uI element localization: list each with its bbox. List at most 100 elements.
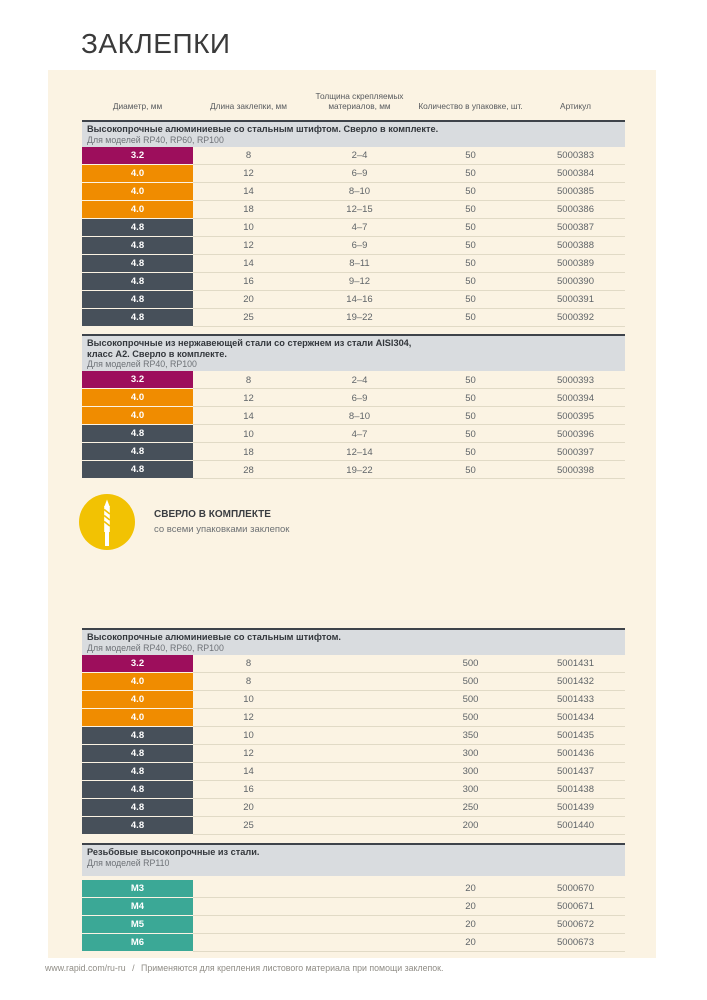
thickness-cell — [304, 673, 415, 691]
table-row: 3.2 8 500 5001431 — [82, 654, 625, 673]
article-cell: 5000393 — [557, 374, 594, 386]
length-cell: 8 — [245, 374, 252, 386]
thickness-cell — [304, 781, 415, 799]
thickness-cell: 8–11 — [349, 258, 370, 269]
length-cell — [193, 934, 304, 952]
thickness-cell: 2–4 — [351, 150, 368, 161]
table-title-band: Высокопрочные алюминиевые со стальным шт… — [82, 630, 625, 655]
length-cell: 12 — [243, 712, 254, 723]
article-cell: 5000672 — [557, 919, 594, 930]
table-title: Высокопрочные из нержавеющей стали со ст… — [87, 338, 412, 359]
column-header-quantity: Количество в упаковке, шт. — [418, 101, 523, 112]
qty-cell: 50 — [465, 294, 476, 305]
thickness-cell — [304, 880, 415, 898]
table-row: 4.8 12 300 5001436 — [82, 744, 625, 763]
table-row: M6 20 5000673 — [82, 933, 625, 952]
qty-cell: 250 — [462, 802, 479, 813]
table-row: 4.8 10 4–7 50 5000387 — [82, 218, 625, 237]
content-panel: Диаметр, мм Длина заклепки, мм Толщина с… — [48, 70, 656, 958]
length-cell: 14 — [243, 410, 254, 422]
qty-cell: 50 — [465, 410, 476, 422]
diameter-cell: 4.0 — [82, 672, 193, 690]
table-row: 4.0 10 500 5001433 — [82, 690, 625, 709]
table-row: 3.2 8 2–4 50 5000393 — [82, 371, 625, 389]
table-row: 4.8 16 9–12 50 5000390 — [82, 272, 625, 291]
length-cell: 20 — [243, 294, 254, 305]
column-header-length: Длина заклепки, мм — [210, 101, 287, 112]
article-cell: 5001435 — [557, 730, 594, 741]
article-cell: 5000398 — [557, 464, 594, 476]
length-cell: 12 — [243, 392, 254, 404]
diameter-cell: 4.8 — [82, 744, 193, 762]
callout-subtitle: со всеми упаковками заклепок — [154, 524, 290, 535]
table-subtitle: Для моделей RP40, RP60, RP100 — [87, 642, 224, 653]
table-row: 4.8 10 4–7 50 5000396 — [82, 425, 625, 443]
table-row: 4.0 12 500 5001434 — [82, 708, 625, 727]
table-row: 4.8 18 12–14 50 5000397 — [82, 443, 625, 461]
article-cell: 5000390 — [557, 276, 594, 287]
table-row: 4.0 18 12–15 50 5000386 — [82, 200, 625, 219]
thickness-cell — [304, 934, 415, 952]
diameter-cell: M6 — [82, 933, 193, 951]
table-row: 4.8 28 19–22 50 5000398 — [82, 461, 625, 479]
article-cell: 5000385 — [557, 186, 594, 197]
qty-cell: 50 — [465, 240, 476, 251]
table-row: M5 20 5000672 — [82, 915, 625, 934]
table-stainless-steel: Высокопрочные из нержавеющей стали со ст… — [82, 334, 625, 479]
diameter-cell: 4.0 — [82, 164, 193, 182]
diameter-cell: 4.8 — [82, 816, 193, 834]
thickness-cell: 6–9 — [351, 392, 368, 404]
qty-cell: 300 — [462, 748, 479, 759]
diameter-cell: 4.0 — [82, 182, 193, 200]
diameter-cell: 4.8 — [82, 780, 193, 798]
page-footer: www.rapid.com/ru-ru / Применяются для кр… — [45, 963, 447, 973]
thickness-cell — [304, 817, 415, 835]
thickness-cell: 19–22 — [346, 312, 373, 323]
table-row: 3.2 8 2–4 50 5000383 — [82, 146, 625, 165]
article-cell: 5000397 — [557, 446, 594, 458]
diameter-cell: 4.8 — [82, 762, 193, 780]
table-row: 4.0 14 8–10 50 5000385 — [82, 182, 625, 201]
table-row: 4.0 14 8–10 50 5000395 — [82, 407, 625, 425]
thickness-cell: 4–7 — [351, 222, 368, 233]
qty-cell: 50 — [465, 446, 476, 458]
article-cell: 5000395 — [557, 410, 594, 422]
diameter-cell: 4.8 — [82, 425, 193, 442]
thickness-cell: 2–4 — [351, 374, 368, 386]
qty-cell: 50 — [465, 374, 476, 386]
column-header-thickness: Толщина скрепляемых материалов, мм — [315, 91, 404, 112]
diameter-cell: 4.0 — [82, 690, 193, 708]
thickness-cell: 12–15 — [346, 204, 373, 215]
length-cell: 12 — [243, 240, 254, 251]
table-row: 4.8 25 19–22 50 5000392 — [82, 308, 625, 327]
article-cell: 5001433 — [557, 694, 594, 705]
length-cell — [193, 916, 304, 934]
drill-bit-icon — [79, 494, 135, 550]
length-cell: 8 — [245, 676, 252, 687]
thickness-cell: 6–9 — [351, 240, 368, 251]
length-cell: 28 — [243, 464, 254, 476]
table-threaded-steel: Резьбовые высокопрочные из стали. Для мо… — [82, 843, 625, 952]
length-cell: 14 — [243, 258, 254, 269]
thickness-cell — [304, 799, 415, 817]
diameter-cell: M5 — [82, 915, 193, 933]
qty-cell: 50 — [465, 428, 476, 440]
article-cell: 5001432 — [557, 676, 594, 687]
thickness-cell — [304, 763, 415, 781]
qty-cell: 50 — [465, 222, 476, 233]
thickness-cell — [304, 727, 415, 745]
table-row: 4.8 14 8–11 50 5000389 — [82, 254, 625, 273]
qty-cell: 300 — [462, 784, 479, 795]
qty-cell: 50 — [465, 312, 476, 323]
qty-cell: 20 — [465, 919, 476, 930]
diameter-cell: 4.8 — [82, 236, 193, 254]
length-cell: 10 — [243, 730, 254, 741]
article-cell: 5000383 — [557, 150, 594, 161]
qty-cell: 50 — [465, 186, 476, 197]
thickness-cell — [304, 745, 415, 763]
diameter-cell: 4.8 — [82, 218, 193, 236]
qty-cell: 500 — [462, 658, 479, 669]
thickness-cell: 6–9 — [351, 168, 368, 179]
table-title: Высокопрочные алюминиевые со стальным шт… — [87, 632, 341, 642]
diameter-cell: 3.2 — [82, 146, 193, 164]
